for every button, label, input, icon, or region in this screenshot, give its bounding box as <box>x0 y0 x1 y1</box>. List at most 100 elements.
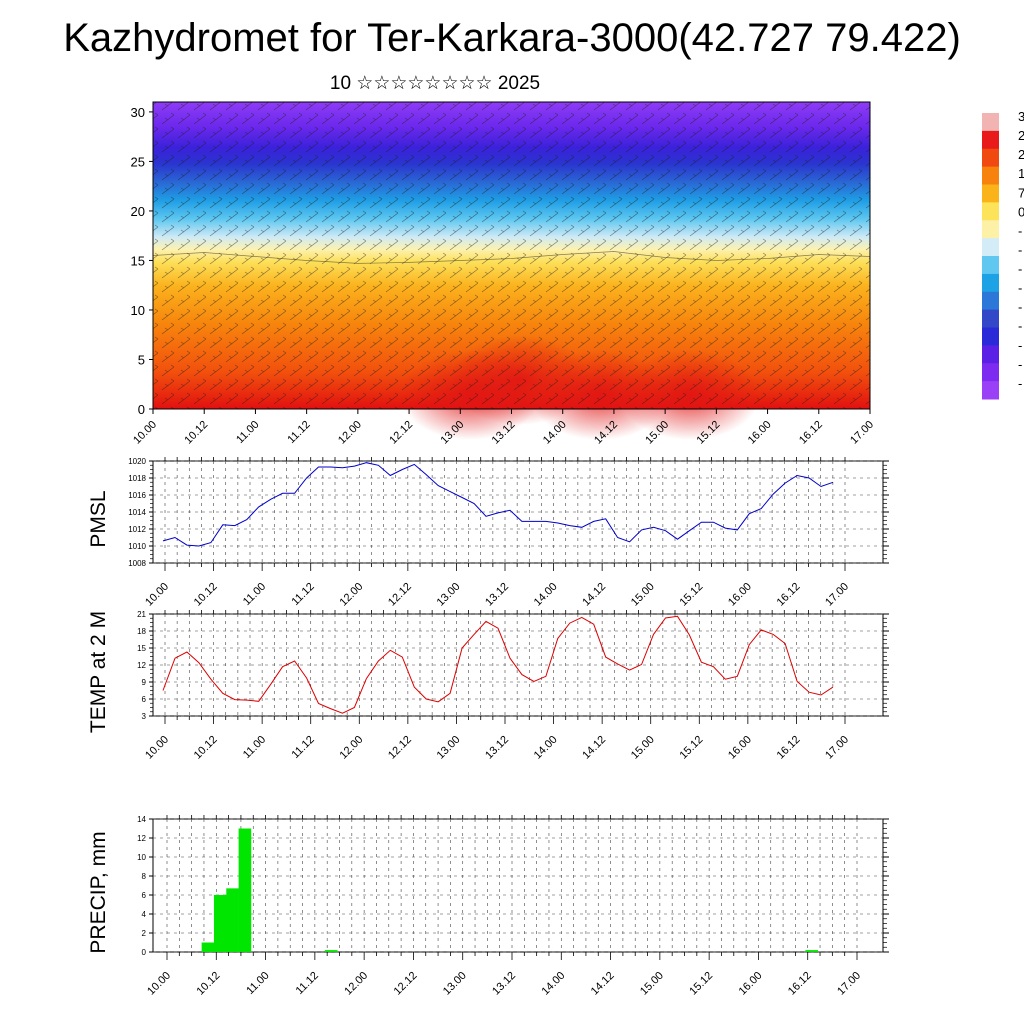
precip-bar <box>226 888 239 952</box>
temp-y-tick-label: 18 <box>137 627 146 636</box>
temp-x-tick-label: 14.12 <box>580 734 608 762</box>
pmsl-y-tick-label: 1016 <box>128 491 146 500</box>
temp-x-tick-label: 11.12 <box>289 734 316 761</box>
pmsl-x-tick-label: 12.12 <box>386 581 414 609</box>
temp-y-tick-label: 12 <box>137 661 146 670</box>
precip-bar <box>213 895 227 952</box>
temp-chart: 3 6 9 12 15 18 21 10.00 10.12 11.00 11.12 12.00 12.1… <box>87 610 889 762</box>
pmsl-y-tick-label: 1012 <box>128 525 146 534</box>
pmsl-x-tick-label: 15.00 <box>629 581 657 609</box>
heatmap-x-tick-label: 11.12 <box>285 419 312 446</box>
heatmap-y-tick-label: 25 <box>131 154 145 169</box>
temp-x-tick-label: 12.00 <box>337 734 365 762</box>
precip-x-tick-label: 14.12 <box>589 970 617 998</box>
pmsl-x-tick-label: 16.12 <box>775 581 803 609</box>
temp-y-tick-label: 9 <box>142 678 147 687</box>
precip-x-tick-label: 13.12 <box>490 970 518 998</box>
precip-x-tick-label: 11.00 <box>244 970 271 997</box>
temp-x-tick-label: 17.00 <box>823 734 851 762</box>
colorbar-swatch <box>982 363 999 382</box>
precip-bar <box>324 950 338 952</box>
pmsl-y-tick-label: 1008 <box>128 559 146 568</box>
temp-x-tick-label: 14.00 <box>532 734 560 762</box>
precip-frame <box>152 818 884 953</box>
heatmap-y-tick-label: 0 <box>138 402 145 417</box>
colorbar-label: - <box>1018 376 1022 391</box>
precip-y-tick-label: 2 <box>142 929 147 938</box>
pmsl-x-tick-label: 12.00 <box>337 581 365 609</box>
colorbar-label: 2 <box>1018 128 1024 143</box>
colorbar-label: 3 <box>1018 109 1024 124</box>
pmsl-x-tick-label: 11.00 <box>241 581 268 608</box>
precip-x-tick-label: 13.00 <box>441 970 469 998</box>
colorbar-swatch <box>982 202 999 221</box>
page-subtitle: 10 ☆☆☆☆☆☆☆☆ 2025 <box>329 73 541 94</box>
precip-x-tick-label: 16.12 <box>786 970 814 998</box>
pmsl-y-tick-label: 1018 <box>128 474 146 483</box>
precip-x-tick-label: 10.00 <box>145 970 173 998</box>
pmsl-x-tick-label: 14.00 <box>532 581 560 609</box>
heatmap-x-tick-label: 16.12 <box>797 419 825 447</box>
colorbar-swatch <box>982 148 999 168</box>
temp-x-tick-label: 15.12 <box>677 734 705 762</box>
heatmap-y-tick-label: 30 <box>131 105 145 120</box>
precip-y-tick-label: 10 <box>137 853 146 862</box>
precip-x-tick-label: 14.00 <box>539 970 567 998</box>
precip-x-tick-label: 15.00 <box>638 970 666 998</box>
temp-y-tick-label: 3 <box>142 712 147 721</box>
colorbar-swatch <box>982 273 999 293</box>
heatmap-y-tick-label: 20 <box>131 204 145 219</box>
precip-x-tick-label: 11.12 <box>294 970 321 997</box>
pmsl-x-tick-label: 17.00 <box>823 581 851 609</box>
colorbar-swatch <box>982 166 999 185</box>
precip-bar <box>238 828 252 952</box>
colorbar-swatch <box>982 256 999 275</box>
precip-bar <box>201 942 215 952</box>
colorbar: 3 2 2 1 7 0 - - - - - - - - - <box>982 109 1024 400</box>
colorbar-swatch <box>982 381 999 400</box>
temp-x-tick-label: 15.00 <box>629 734 657 762</box>
temp-x-tick-label: 10.12 <box>192 734 220 762</box>
colorbar-swatch <box>982 291 999 311</box>
precip-chart: 0 2 4 6 8 10 12 14 10.00 10.12 11.00 11.12 12.00 12.1… <box>87 815 889 998</box>
colorbar-label: 7 <box>1018 185 1024 200</box>
colorbar-label: - <box>1018 262 1022 277</box>
pmsl-x-tick-label: 13.12 <box>483 581 511 609</box>
colorbar-label: - <box>1018 319 1022 334</box>
pmsl-y-tick-label: 1014 <box>128 508 146 517</box>
pmsl-y-tick-label: 1020 <box>128 457 146 466</box>
pmsl-x-tick-label: 11.12 <box>289 581 316 608</box>
pmsl-x-tick-label: 10.12 <box>192 581 220 609</box>
colorbar-label: - <box>1018 338 1022 353</box>
temp-x-tick-label: 10.00 <box>143 734 171 762</box>
temp-x-tick-label: 16.12 <box>775 734 803 762</box>
precip-x-tick-label: 16.00 <box>737 970 765 998</box>
temp-series-line <box>162 615 834 714</box>
temp-y-tick-label: 21 <box>137 610 146 619</box>
heatmap-x-tick-label: 11.00 <box>234 419 261 446</box>
colorbar-label: 0 <box>1018 204 1024 219</box>
pmsl-x-tick-label: 15.12 <box>677 581 705 609</box>
pmsl-chart: 1008 1010 1012 1014 1016 1018 1020 10.00 10.12 11… <box>87 457 889 609</box>
pmsl-x-tick-label: 16.00 <box>726 581 754 609</box>
page-title: Kazhydromet for Ter-Karkara-3000(42.727 … <box>63 16 961 60</box>
heatmap-y-tick-label: 15 <box>131 253 145 268</box>
heatmap-x-tick-label: 16.00 <box>746 419 774 447</box>
colorbar-swatch <box>982 238 999 257</box>
precip-y-tick-label: 0 <box>142 948 147 957</box>
colorbar-label: - <box>1018 300 1022 315</box>
precip-x-tick-label: 12.00 <box>342 970 370 998</box>
colorbar-label: 2 <box>1018 147 1024 162</box>
colorbar-swatch <box>982 345 999 364</box>
heatmap-x-tick-label: 12.00 <box>336 419 364 447</box>
pmsl-y-tick-label: 1010 <box>128 542 146 551</box>
heatmap-x-tick-label: 10.00 <box>131 419 159 447</box>
wind-barbs <box>153 102 870 409</box>
colorbar-swatch <box>982 130 999 150</box>
colorbar-label: 1 <box>1018 166 1024 181</box>
colorbar-swatch <box>982 309 999 328</box>
colorbar-swatch <box>982 184 999 203</box>
precip-x-tick-label: 12.12 <box>392 970 420 998</box>
temp-y-tick-label: 15 <box>137 644 146 653</box>
